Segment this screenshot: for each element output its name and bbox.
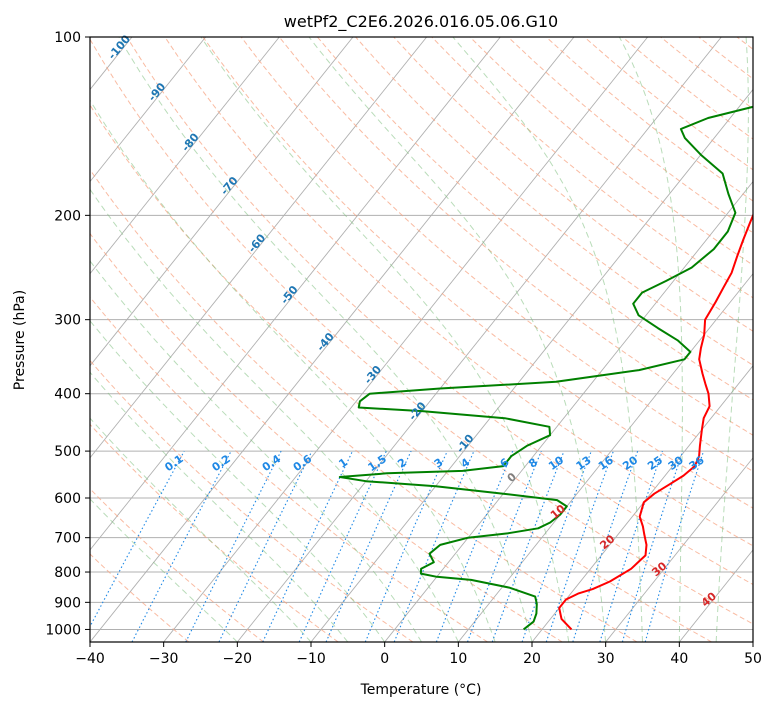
y-tick-label: 100	[54, 30, 81, 46]
moist-adiabat-line	[118, 37, 533, 642]
moist-adiabat-line	[715, 37, 749, 642]
moist-adiabat-line	[90, 371, 349, 642]
plot-frame	[89, 36, 754, 643]
moist-adiabat-line	[90, 99, 496, 642]
dewpoint-profile	[338, 105, 753, 631]
y-tick-label: 400	[54, 387, 81, 403]
x-tick-label: 10	[449, 651, 467, 667]
dry-adiabat-line	[90, 423, 339, 642]
isotherm-gridline	[90, 37, 575, 642]
x-tick-label: 50	[744, 651, 762, 667]
y-tick-label: 1000	[45, 622, 81, 638]
isotherm-gridline	[90, 37, 501, 551]
x-tick-label: −30	[149, 651, 179, 667]
y-tick-label: 700	[54, 531, 81, 547]
grid	[90, 37, 753, 642]
x-tick-label: 30	[597, 651, 615, 667]
mixing-ratio-line	[325, 450, 412, 642]
mixing-ratio-line	[435, 450, 514, 642]
isotherm-gridline	[90, 37, 207, 183]
x-tick-label: 40	[670, 651, 688, 667]
mixing-ratio-lines	[90, 450, 705, 642]
isotherm-gridline	[90, 37, 354, 367]
y-tick-label: 900	[54, 595, 81, 611]
moist-adiabat-line	[200, 37, 570, 642]
x-tick-label: −10	[296, 651, 326, 667]
x-tick-label: −40	[75, 651, 105, 667]
dry-adiabat-line	[90, 38, 753, 625]
mixing-ratio-line	[185, 450, 282, 642]
isotherm-gridline	[90, 37, 428, 459]
y-tick-label: 500	[54, 444, 81, 460]
x-tick-label: −20	[223, 651, 253, 667]
isotherm-gridline	[531, 365, 753, 642]
y-tick-label: 300	[54, 313, 81, 329]
dry-adiabat-line	[393, 37, 753, 332]
mixing-ratio-line	[466, 450, 542, 642]
moist-adiabat-line	[90, 320, 386, 642]
mixing-ratio-line	[572, 450, 639, 642]
isotherm-gridline	[457, 272, 753, 642]
y-tick-label: 800	[54, 565, 81, 581]
y-tick-label: 200	[54, 208, 81, 224]
data-series	[338, 105, 753, 631]
isotherm-gridline	[310, 88, 753, 642]
moist-adiabat-line	[308, 37, 607, 642]
mixing-ratio-line	[90, 450, 185, 628]
mixing-ratio-line	[364, 450, 448, 642]
moist-adiabats	[90, 37, 749, 642]
chart-title: wetPf2_C2E6.2026.016.05.06.G10	[284, 12, 558, 32]
dry-adiabat-line	[90, 104, 712, 642]
y-tick-label: 600	[54, 491, 81, 507]
y-axis: 100 200 300 400 500 600 700 800 900 1000	[45, 30, 90, 638]
dry-adiabat-line	[164, 37, 753, 547]
mixing-ratio-line	[621, 450, 684, 642]
moist-adiabat-line	[618, 37, 683, 642]
isotherm-gridline	[605, 457, 753, 642]
dry-adiabat-line	[202, 37, 753, 509]
isotherm-gridline	[163, 37, 649, 642]
dry-adiabat-line	[90, 488, 264, 642]
y-axis-label: Pressure (hPa)	[12, 290, 28, 390]
x-tick-label: 20	[523, 651, 541, 667]
mixing-ratio-line	[599, 450, 663, 642]
moist-adiabat-line	[452, 37, 643, 642]
isotherm-gridline	[236, 37, 722, 642]
isotherm-gridline	[90, 37, 280, 275]
mixing-ratio-line	[393, 450, 475, 642]
moist-adiabat-line	[90, 188, 459, 642]
dry-adiabat-line	[278, 37, 753, 436]
x-axis-label: Temperature (°C)	[360, 682, 482, 698]
dry-adiabat-line	[90, 359, 414, 642]
isotherm-gridline	[384, 180, 753, 642]
x-axis: −40 −30 −20 −10 0 10 20 30 40 50	[75, 642, 762, 667]
mixing-ratio-line	[491, 450, 565, 642]
mixing-ratio-line	[644, 450, 705, 642]
mixing-ratio-line	[545, 450, 614, 642]
dry-adiabat-line	[90, 553, 190, 642]
temperature-profile	[558, 212, 753, 631]
moist-adiabat-line	[90, 260, 422, 642]
moist-adiabat-line	[90, 498, 238, 642]
dry-adiabat-line	[90, 296, 488, 642]
x-tick-label: 0	[380, 651, 389, 667]
mixing-ratio-line	[521, 450, 592, 642]
dry-adiabat-line	[240, 37, 753, 472]
